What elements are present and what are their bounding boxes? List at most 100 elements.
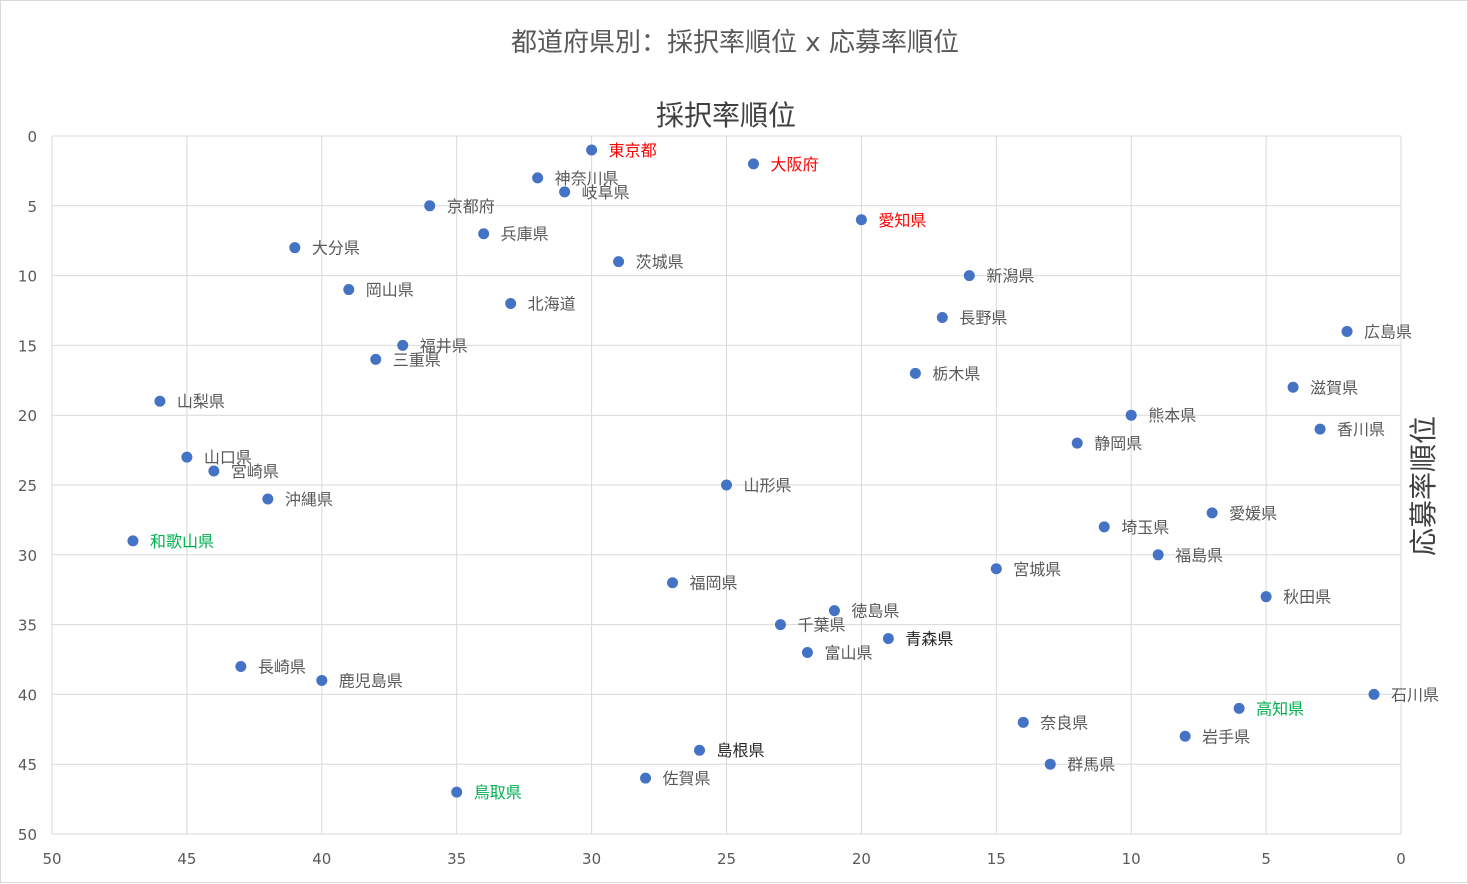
data-label: 長崎県 xyxy=(258,657,306,676)
data-point xyxy=(235,660,247,672)
data-label: 富山県 xyxy=(824,644,872,663)
data-point xyxy=(1260,591,1272,603)
x-tick-label: 40 xyxy=(312,850,331,868)
y-tick-label: 25 xyxy=(18,477,37,495)
data-label: 徳島県 xyxy=(851,602,899,621)
data-point xyxy=(1071,437,1083,449)
data-point xyxy=(1314,423,1326,435)
data-point xyxy=(451,786,463,798)
data-label: 宮崎県 xyxy=(231,462,279,481)
x-axis-title: 採択率順位 xyxy=(656,99,796,132)
data-point xyxy=(882,633,894,645)
data-label: 長野県 xyxy=(959,308,1007,327)
data-point xyxy=(1098,521,1110,533)
data-point xyxy=(586,144,598,156)
chart-title: 都道府県別：採択率順位 x 応募率順位 xyxy=(511,28,959,58)
data-point xyxy=(613,256,625,268)
data-label: 埼玉県 xyxy=(1121,518,1169,537)
data-point xyxy=(559,186,571,198)
x-tick-label: 15 xyxy=(987,850,1006,868)
data-point xyxy=(855,214,867,226)
data-point xyxy=(397,339,409,351)
y-tick-label: 10 xyxy=(18,268,37,286)
data-label: 三重県 xyxy=(393,350,441,369)
data-point xyxy=(1233,702,1245,714)
data-point xyxy=(154,395,166,407)
x-tick-label: 5 xyxy=(1261,850,1271,868)
data-point xyxy=(909,367,921,379)
data-label: 高知県 xyxy=(1256,699,1304,718)
data-label: 福井県 xyxy=(420,336,468,355)
data-label: 神奈川県 xyxy=(555,169,619,188)
data-point xyxy=(532,172,544,184)
data-point xyxy=(370,353,382,365)
data-label: 茨城県 xyxy=(636,253,684,272)
data-point xyxy=(262,493,274,505)
data-point xyxy=(640,772,652,784)
y-axis-title: 応募率順位 xyxy=(1407,416,1440,556)
data-point xyxy=(1125,409,1137,421)
data-label: 福岡県 xyxy=(690,574,738,593)
data-point xyxy=(774,619,786,631)
y-tick-label: 35 xyxy=(18,617,37,635)
data-point xyxy=(990,563,1002,575)
y-tick-label: 30 xyxy=(18,547,37,565)
data-point xyxy=(316,674,328,686)
y-tick-label: 5 xyxy=(27,198,37,216)
y-tick-label: 40 xyxy=(18,686,37,704)
data-label: 山口県 xyxy=(204,448,252,467)
data-point xyxy=(181,451,193,463)
y-tick-label: 15 xyxy=(18,337,37,355)
data-point xyxy=(828,605,840,617)
data-point xyxy=(694,744,706,756)
data-label: 宮城県 xyxy=(1013,560,1061,579)
data-point xyxy=(127,535,139,547)
data-point xyxy=(1179,730,1191,742)
data-label: 鹿児島県 xyxy=(339,671,403,690)
data-label: 愛知県 xyxy=(878,211,926,230)
data-label: 大分県 xyxy=(312,239,360,258)
x-tick-label: 45 xyxy=(177,850,196,868)
data-point xyxy=(1152,549,1164,561)
data-label: 和歌山県 xyxy=(150,532,214,551)
data-label: 京都府 xyxy=(447,197,495,216)
data-label: 青森県 xyxy=(905,630,953,649)
data-label: 鳥取県 xyxy=(474,783,522,802)
data-label: 奈良県 xyxy=(1040,713,1088,732)
data-point xyxy=(801,647,813,659)
data-label: 東京都 xyxy=(609,141,657,160)
data-point xyxy=(936,311,948,323)
data-label: 新潟県 xyxy=(986,267,1034,286)
data-point xyxy=(505,298,517,310)
data-point xyxy=(208,465,220,477)
data-point xyxy=(289,242,301,254)
data-label: 山梨県 xyxy=(177,392,225,411)
data-label: 島根県 xyxy=(717,741,765,760)
data-label: 山形県 xyxy=(744,476,792,495)
data-point xyxy=(1368,688,1380,700)
data-label: 沖縄県 xyxy=(285,490,333,509)
data-point xyxy=(963,270,975,282)
data-point xyxy=(424,200,436,212)
data-point xyxy=(667,577,679,589)
data-point xyxy=(1341,325,1353,337)
y-tick-label: 20 xyxy=(18,407,37,425)
data-points: 東京都大阪府神奈川県岐阜県京都府愛知県兵庫県大分県茨城県新潟県岡山県北海道長野県… xyxy=(127,141,1439,802)
x-tick-label: 30 xyxy=(582,850,601,868)
data-point xyxy=(721,479,732,491)
y-tick-label: 0 xyxy=(27,128,37,146)
data-label: 北海道 xyxy=(528,295,576,314)
data-label: 秋田県 xyxy=(1283,588,1331,607)
data-label: 群馬県 xyxy=(1067,755,1115,774)
y-tick-label: 50 xyxy=(18,826,37,844)
y-tick-label: 45 xyxy=(18,756,37,774)
data-label: 広島県 xyxy=(1364,322,1412,341)
data-point xyxy=(747,158,759,170)
data-label: 栃木県 xyxy=(932,364,980,383)
data-label: 滋賀県 xyxy=(1310,378,1358,397)
x-tick-label: 25 xyxy=(717,850,736,868)
data-point xyxy=(1044,758,1056,770)
